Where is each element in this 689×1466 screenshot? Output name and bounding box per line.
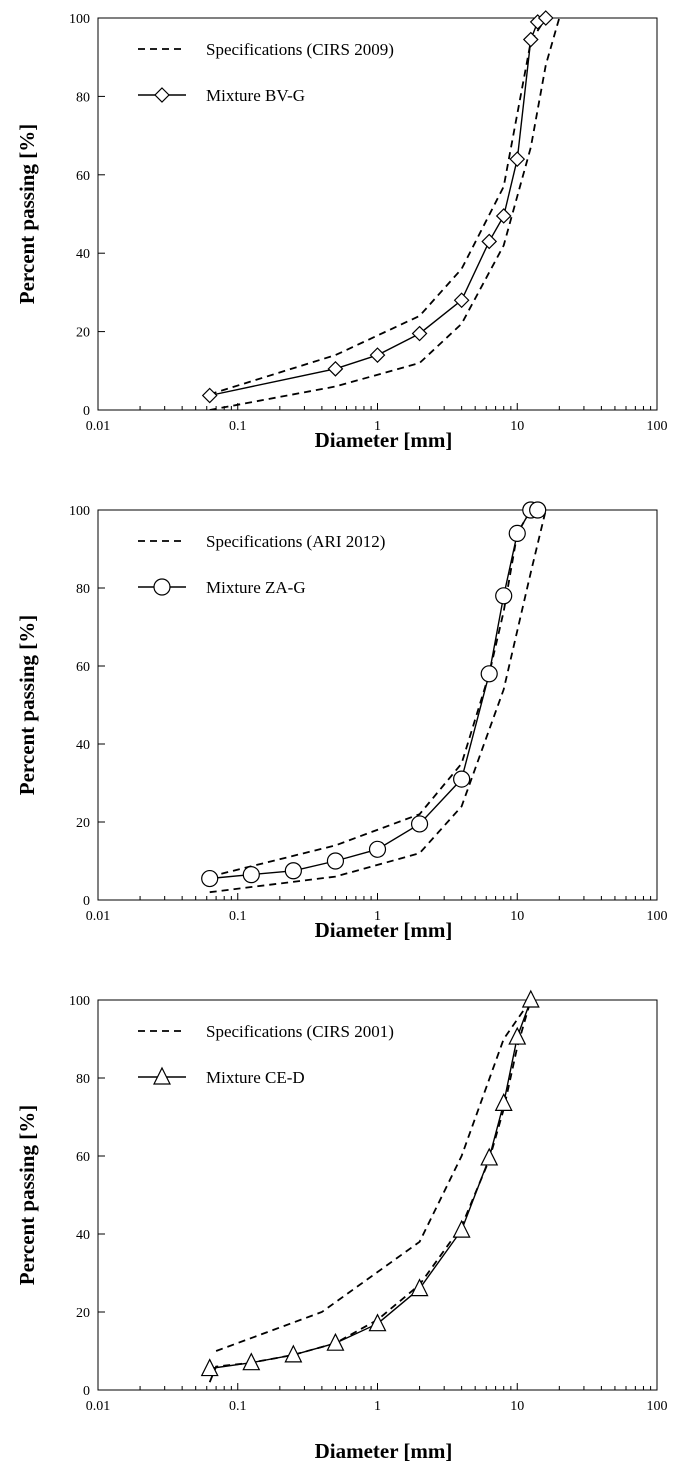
legend-spec-label: Specifications (ARI 2012) [206,532,385,551]
y-tick-label: 80 [76,1072,90,1087]
y-tick-label: 100 [69,994,90,1009]
x-tick-label: 0.1 [229,909,247,924]
x-axis-title: Diameter [mm] [315,428,453,452]
mixture-point [509,151,526,167]
mixture-point [369,347,386,363]
y-tick-label: 40 [76,247,90,262]
mixture-point [453,292,470,309]
x-tick-label: 1 [374,419,381,434]
mixture-point [495,587,513,605]
mixture-point [411,325,428,342]
y-tick-label: 40 [76,1228,90,1243]
mixture-point [326,1332,345,1351]
y-tick-label: 60 [76,169,90,184]
y-tick-label: 80 [76,90,90,105]
spec-lower-limit-line [209,509,547,894]
mixture-line [209,17,547,397]
y-tick-label: 20 [76,816,90,831]
y-tick-label: 0 [83,1384,90,1399]
mixture-point [200,1358,219,1377]
mixture-point [521,989,540,1008]
chart-panel-3: 0.01 0.1 1 10 100 0 20 40 60 80 100 Diameter [mm] Pe… [15,989,668,1463]
mixture-line [209,999,532,1370]
x-tick-label: 0.01 [86,1399,111,1414]
mixture-point [522,31,539,48]
y-tick-label: 100 [69,12,90,27]
x-tick-label: 100 [647,909,668,924]
mixture-point [327,360,344,377]
mixture-point [452,1219,471,1238]
x-tick-label: 0.1 [229,419,247,434]
mixture-point [480,665,498,683]
x-tick-label: 100 [647,1399,668,1414]
spec-lower-limit-line [209,17,561,410]
chart-panel-2: 0.01 0.1 1 10 100 0 20 40 60 80 100 Diameter [mm] Pe… [15,501,668,942]
mixture-point [481,233,498,250]
x-tick-label: 0.1 [229,1399,247,1414]
legend-spec-label: Specifications (CIRS 2001) [206,1022,394,1041]
mixture-point [284,1344,303,1363]
x-tick-label: 100 [647,419,668,434]
x-tick-label: 10 [510,419,524,434]
mixture-point [494,1093,513,1111]
legend: Specifications (CIRS 2001) Mixture CE-D [138,1022,394,1087]
y-tick-label: 40 [76,738,90,753]
legend-mixture-label: Mixture ZA-G [206,578,306,597]
legend-spec-label: Specifications (CIRS 2009) [206,40,394,59]
y-axis-title: Percent passing [%] [15,1105,39,1285]
y-tick-label: 60 [76,660,90,675]
mixture-point [368,840,387,858]
mixture-point [453,770,471,788]
legend-mixture-marker [153,1066,171,1085]
legend-mixture-marker [153,578,171,596]
x-axis-title: Diameter [mm] [315,918,453,942]
chart-panel-1: 0.01 0.1 1 10 100 0 20 40 60 80 100 Diameter [mm] Pe… [15,10,668,452]
y-axis-title: Percent passing [%] [15,615,39,795]
spec-upper-limit-line [215,999,532,1352]
spec-upper-limit-line [209,17,547,396]
y-tick-label: 0 [83,894,90,909]
x-tick-label: 0.01 [86,909,111,924]
y-tick-label: 80 [76,582,90,597]
mixture-point [508,524,526,543]
y-tick-label: 0 [83,404,90,419]
y-tick-label: 20 [76,326,90,341]
mixture-point [242,866,260,884]
plot-frame [97,999,658,1391]
mixture-line [209,509,538,880]
x-tick-label: 10 [510,1399,524,1414]
mixture-point [529,501,547,519]
legend-mixture-marker [154,87,170,103]
mixture-point [508,1026,527,1045]
x-tick-label: 1 [374,909,381,924]
mixture-point [495,208,512,224]
x-tick-label: 1 [374,1399,381,1414]
y-tick-label: 60 [76,1150,90,1165]
mixture-point [284,862,302,880]
mixture-point [242,1352,261,1371]
x-axis-title: Diameter [mm] [315,1439,453,1463]
legend: Specifications (ARI 2012) Mixture ZA-G [138,532,385,597]
legend-mixture-label: Mixture CE-D [206,1068,305,1087]
mixture-point [537,10,554,26]
mixture-point [368,1313,387,1332]
mixture-point [201,387,218,404]
legend-mixture-label: Mixture BV-G [206,86,305,105]
mixture-point [410,815,429,833]
y-axis-title: Percent passing [%] [15,124,39,304]
y-tick-label: 100 [69,504,90,519]
mixture-point [410,1278,429,1297]
legend: Specifications (CIRS 2009) Mixture BV-G [138,40,394,105]
mixture-point [201,869,219,888]
x-tick-label: 0.01 [86,419,111,434]
mixture-point [326,852,345,870]
x-tick-label: 10 [510,909,524,924]
spec-upper-limit-line [209,509,532,878]
spec-lower-limit-line [208,999,532,1383]
mixture-point [480,1147,499,1166]
y-tick-label: 20 [76,1306,90,1321]
